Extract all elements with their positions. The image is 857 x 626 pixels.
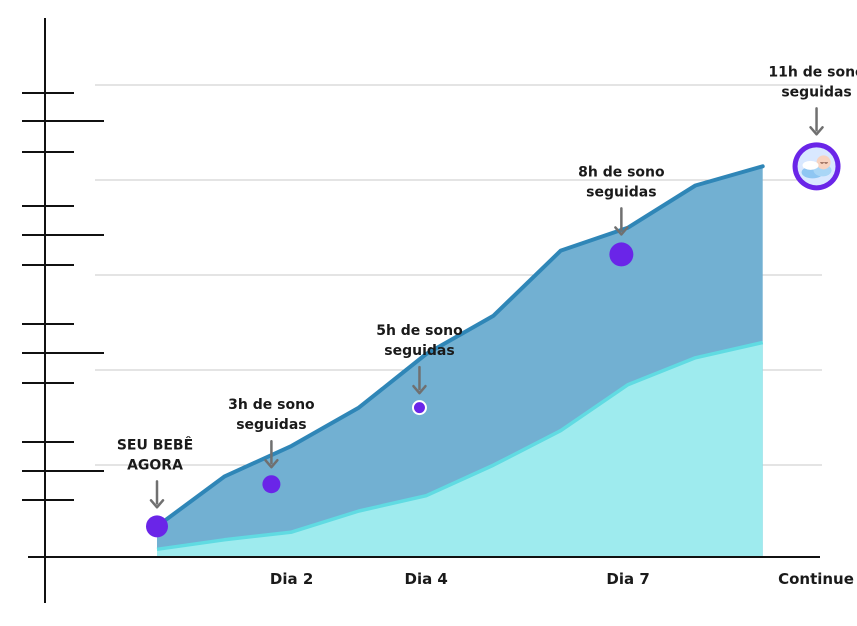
x-tick-label: Continue xyxy=(778,570,854,588)
marker-label: seguidas xyxy=(781,84,851,100)
arrowhead xyxy=(264,458,279,469)
marker-label: SEU BEBÊ xyxy=(117,436,193,453)
arrowhead xyxy=(809,126,824,136)
milestone-marker: 5h de sono seguidas xyxy=(376,323,463,416)
sleeping-baby-icon xyxy=(801,155,832,179)
milestone-marker: 3h de sono seguidas xyxy=(228,397,315,494)
plot-areas xyxy=(155,164,765,558)
baby-body xyxy=(802,160,819,170)
marker-label: seguidas xyxy=(586,184,656,200)
arrowhead xyxy=(614,226,629,236)
marker-dot xyxy=(146,515,168,538)
marker-label: seguidas xyxy=(384,343,454,359)
arrowhead xyxy=(149,499,165,509)
marker-label: AGORA xyxy=(127,457,183,473)
lower-series-line xyxy=(156,340,764,552)
axes xyxy=(22,18,820,603)
marker-label: seguidas xyxy=(236,417,306,433)
marker-label: 11h de sono xyxy=(768,64,857,80)
x-tick-labels: Dia 2 Dia 4 Dia 7 Continue xyxy=(270,570,854,588)
marker-dot xyxy=(262,475,281,494)
arrowhead xyxy=(412,384,427,395)
x-tick-label: Dia 7 xyxy=(606,570,649,588)
upper-series-line xyxy=(155,164,765,529)
milestone-marker: 8h de sono seguidas xyxy=(578,164,665,267)
marker-label: 5h de sono xyxy=(376,323,463,339)
x-tick-label: Dia 4 xyxy=(405,570,448,588)
marker-label: 8h de sono xyxy=(578,164,665,180)
closed-eyes xyxy=(820,161,828,164)
marker-label: 3h de sono xyxy=(228,397,315,413)
milestone-marker: 11h de sono seguidas xyxy=(768,64,857,191)
marker-dot xyxy=(411,400,427,416)
marker-dot xyxy=(609,242,634,267)
milestone-marker: SEU BEBÊ AGORA xyxy=(117,436,193,538)
x-tick-label: Dia 2 xyxy=(270,570,313,588)
